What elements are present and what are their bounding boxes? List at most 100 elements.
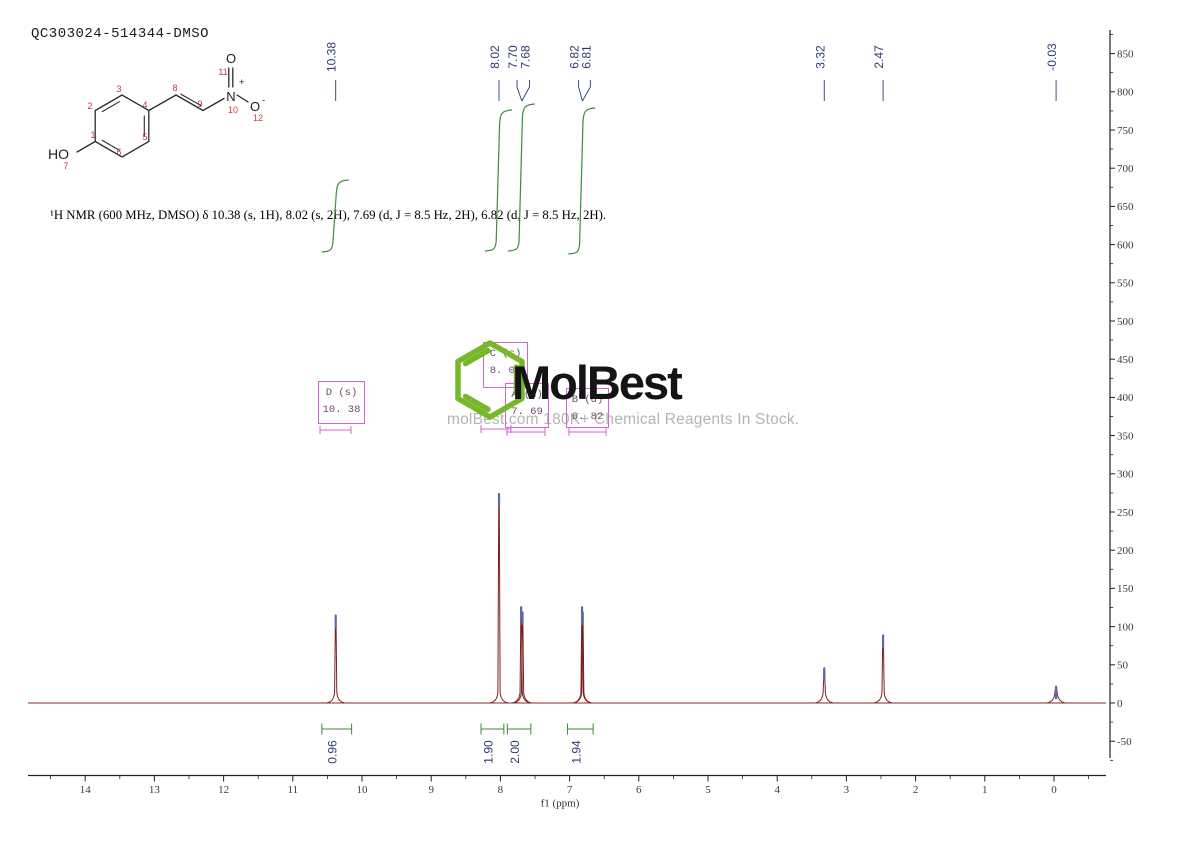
nmr-peak — [815, 667, 834, 704]
y-tick-label: 50 — [1117, 660, 1129, 672]
x-tick-label: 7 — [567, 784, 573, 796]
x-tick-label: 0 — [1051, 784, 1057, 796]
nmr-peak — [326, 614, 345, 704]
nmr-peak — [1046, 685, 1066, 704]
y-tick-label: 300 — [1117, 469, 1134, 481]
y-tick-label: 700 — [1117, 163, 1134, 175]
logo-hexagon-icon — [455, 340, 525, 420]
bond-lines — [76, 67, 249, 158]
x-tick-label: 10 — [357, 784, 369, 796]
integration-brackets: 0.96 1.90 2.00 1.94 — [321, 723, 594, 764]
y-tick-label: 750 — [1117, 125, 1134, 137]
atom-o-top: O — [226, 51, 236, 66]
y-tick-label: 100 — [1117, 621, 1134, 633]
shift-label-connector — [578, 80, 583, 102]
benzene-ring — [94, 94, 150, 158]
double-bond-inner — [101, 139, 120, 151]
charge-plus: + — [239, 77, 245, 88]
x-tick-label: 12 — [218, 784, 229, 796]
annotation-letter: D (s) — [325, 387, 358, 399]
y-tick-label: 550 — [1117, 278, 1134, 290]
bond-n-o-single — [236, 94, 249, 103]
annotation-letter: B (d) — [571, 394, 604, 406]
nmr-peak — [573, 611, 592, 704]
x-tick-label: 1 — [982, 784, 988, 796]
y-tick-label: 350 — [1117, 430, 1134, 442]
bond-c8-c9 — [175, 94, 204, 112]
watermark-logo: MolBest — [440, 335, 750, 427]
atom-number-3: 3 — [116, 84, 121, 94]
charge-minus: - — [262, 95, 265, 106]
y-tick-label: 450 — [1117, 354, 1134, 366]
annotation-shift: 10. 38 — [322, 403, 361, 416]
integration-value: 0.96 — [326, 740, 340, 764]
y-tick-label: 800 — [1117, 87, 1134, 99]
integral-curve — [484, 109, 513, 252]
peak-annotation-box: B (d) 6. 82 — [566, 388, 609, 428]
y-tick-label: 850 — [1117, 48, 1134, 60]
annotation-shift: 6. 82 — [571, 410, 604, 423]
bond-c1-oh — [76, 140, 96, 153]
x-tick-label: 9 — [428, 784, 434, 796]
double-bond-inner — [101, 101, 120, 113]
nmr-peak — [572, 606, 592, 704]
watermark-tagline: molBest.com 180K+ Chemical Reagents In S… — [447, 411, 800, 428]
y-tick-label: 250 — [1117, 507, 1134, 519]
peak-annotation-box: D (s) 10. 38 — [318, 381, 365, 424]
shift-label: 10.38 — [325, 42, 339, 72]
shift-label: 7.70 — [506, 45, 520, 69]
y-tick-label: 600 — [1117, 239, 1134, 251]
shift-label-connector — [521, 80, 530, 102]
logo-text: MolBest — [512, 356, 683, 409]
x-tick-label: 2 — [913, 784, 919, 796]
y-tick-label: 200 — [1117, 545, 1134, 557]
shift-label: 6.81 — [579, 45, 593, 69]
shift-label: 2.47 — [872, 45, 886, 69]
bond-c8-c9-double — [180, 93, 202, 107]
atom-number-12: 12 — [253, 113, 263, 123]
y-tick-label: 400 — [1117, 392, 1134, 404]
atom-number-2: 2 — [87, 101, 92, 111]
y-tick-label: 0 — [1117, 698, 1123, 710]
nmr-peak — [489, 493, 509, 704]
atom-number-10: 10 — [228, 105, 238, 115]
x-tick-label: 14 — [80, 784, 92, 796]
peak-shift-labels: 10.38 8.02 7.707.68 6.826.81 3.32 2.47 -0.03 — [325, 42, 1059, 102]
atom-number-6: 6 — [116, 147, 121, 157]
annotation-shift: 7. 69 — [511, 405, 543, 418]
x-tick-label: 5 — [705, 784, 711, 796]
atom-number-5: 5 — [142, 132, 147, 142]
nmr-peak — [513, 611, 532, 704]
y-tick-label: 150 — [1117, 583, 1134, 595]
integration-value: 2.00 — [508, 740, 522, 764]
x-tick-label: 8 — [498, 784, 504, 796]
atom-number-9: 9 — [197, 99, 202, 109]
atom-number-8: 8 — [172, 83, 177, 93]
x-tick-label: 11 — [288, 784, 299, 796]
nmr-citation-text: ¹H NMR (600 MHz, DMSO) δ 10.38 (s, 1H), … — [50, 208, 607, 222]
bond-c9-n — [202, 97, 225, 112]
atom-number-1: 1 — [90, 130, 95, 140]
bond-c4-c8 — [148, 94, 177, 112]
x-tick-label: 3 — [844, 784, 850, 796]
shift-label: 3.32 — [813, 45, 827, 69]
annotation-shift: 8. 02 — [489, 364, 522, 377]
atom-ho: HO — [48, 146, 69, 162]
nmr-peak — [873, 634, 893, 704]
atom-n: N — [226, 89, 235, 104]
shift-label-connector — [582, 80, 591, 102]
y-tick-label: -50 — [1117, 736, 1132, 748]
x-tick-label: 4 — [774, 784, 780, 796]
shift-label: 7.68 — [518, 45, 532, 69]
x-tick-label: 6 — [636, 784, 642, 796]
y-tick-label: 650 — [1117, 201, 1134, 213]
integration-value: 1.90 — [481, 740, 495, 764]
y-tick-label: 500 — [1117, 316, 1134, 328]
integration-value: 1.94 — [569, 740, 583, 764]
shift-label: -0.03 — [1045, 43, 1059, 71]
spectrum-trace — [28, 493, 1106, 704]
sample-title: QC303024-514344-DMSO — [31, 26, 210, 42]
atom-o-right: O — [250, 99, 260, 114]
nmr-peak — [512, 606, 531, 704]
